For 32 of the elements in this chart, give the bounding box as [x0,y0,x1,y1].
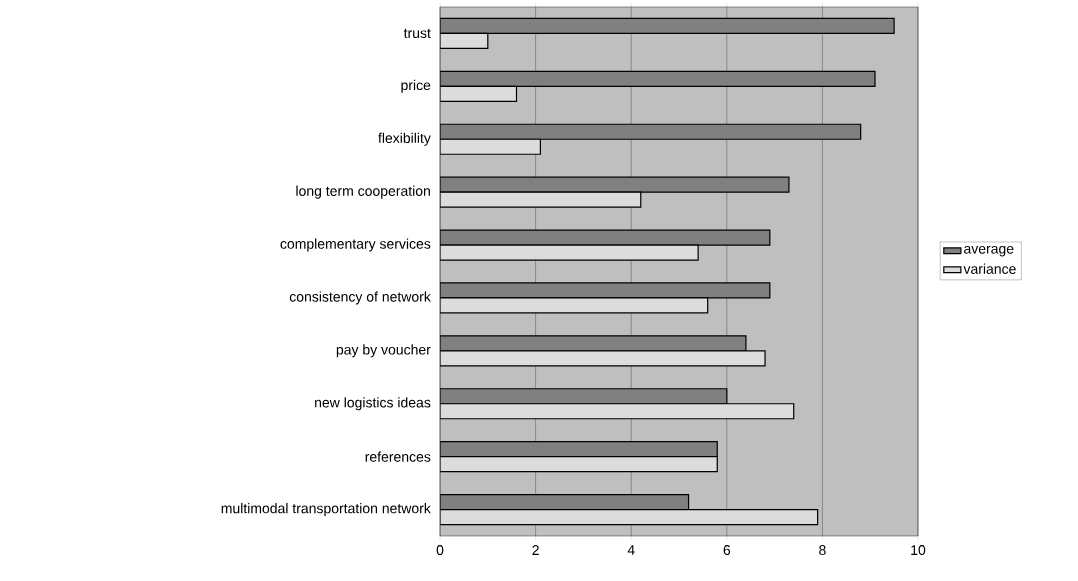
bar [440,70,876,87]
y-tick-label: new logistics ideas [315,397,431,411]
x-tick-label: 8 [819,545,826,556]
bar [440,493,690,511]
y-tick-label: consistency of network [289,291,431,305]
legend-label: average [964,245,1014,257]
bar [440,32,489,50]
x-tick-label: 2 [532,545,539,555]
bar [440,138,541,155]
y-tick-label: trust [403,28,431,39]
bar [440,350,766,367]
bar [440,403,795,420]
y-tick-label: flexibility [378,132,431,146]
bar [440,123,862,140]
legend-label: variance [963,263,1016,274]
y-tick-label: price [401,79,431,93]
bar [440,441,718,458]
bar [440,17,895,35]
bar [440,388,728,405]
bar [440,456,718,473]
y-tick-label: multimodal transportation network [221,503,431,517]
bar [440,85,518,102]
x-tick-label: 4 [627,545,635,555]
y-tick-label: long term cooperation [296,185,430,199]
x-tick-label: 0 [436,545,444,556]
x-tick-label: 10 [911,545,926,556]
bar [440,508,819,526]
x-tick-label: 6 [723,545,731,556]
y-tick-label: pay by voucher [336,344,431,358]
y-tick-label: complementary services [280,238,431,252]
y-tick-label: references [365,451,431,462]
bar [440,335,747,352]
